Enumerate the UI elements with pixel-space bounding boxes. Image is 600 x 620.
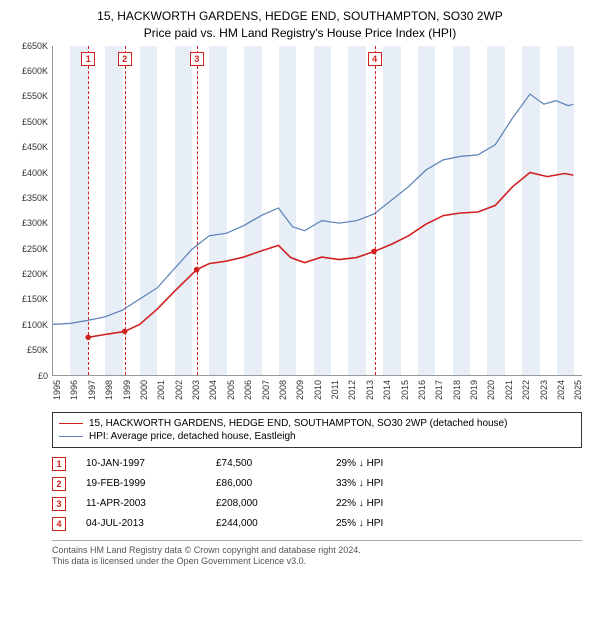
x-axis: 1995 1996 1997 1998 1999 2000 2001 2002 2003 2004… [52, 376, 582, 406]
x-tick-label: 2014 [382, 380, 392, 400]
transaction-point [194, 267, 200, 273]
transaction-delta: 29% ↓ HPI [336, 458, 582, 469]
transaction-delta: 33% ↓ HPI [336, 478, 582, 489]
legend-label: 15, HACKWORTH GARDENS, HEDGE END, SOUTHA… [89, 418, 507, 429]
y-tick-label: £600K [22, 66, 48, 76]
transaction-row: 3 11-APR-2003£208,00022% ↓ HPI [52, 494, 582, 514]
x-tick-label: 2011 [330, 380, 340, 399]
footer: Contains HM Land Registry data © Crown c… [52, 540, 582, 568]
y-tick-label: £550K [22, 91, 48, 101]
y-tick-label: £500K [22, 117, 48, 127]
transaction-point [371, 248, 377, 254]
transaction-date: 19-FEB-1999 [86, 478, 216, 489]
y-tick-label: £200K [22, 269, 48, 279]
x-tick-label: 2022 [521, 380, 531, 400]
transaction-marker: 2 [52, 477, 66, 491]
event-marker: 1 [81, 52, 95, 66]
x-tick-label: 1997 [87, 380, 97, 400]
x-tick-label: 2012 [347, 380, 357, 400]
chart-container: 15, HACKWORTH GARDENS, HEDGE END, SOUTHA… [0, 0, 600, 578]
y-tick-label: £400K [22, 168, 48, 178]
y-tick-label: £250K [22, 244, 48, 254]
title-line-2: Price paid vs. HM Land Registry's House … [10, 25, 590, 42]
event-marker: 3 [190, 52, 204, 66]
x-tick-label: 2019 [469, 380, 479, 400]
transaction-price: £208,000 [216, 498, 336, 509]
x-tick-label: 2003 [191, 380, 201, 400]
transaction-marker: 1 [52, 457, 66, 471]
title-block: 15, HACKWORTH GARDENS, HEDGE END, SOUTHA… [10, 8, 590, 42]
transactions-table: 1 10-JAN-1997£74,50029% ↓ HPI 2 19-FEB-1999… [52, 454, 582, 534]
y-tick-label: £650K [22, 41, 48, 51]
transaction-point [122, 328, 128, 334]
x-tick-label: 2018 [452, 380, 462, 400]
legend-item: HPI: Average price, detached house, East… [59, 430, 575, 443]
x-tick-label: 2015 [400, 380, 410, 400]
legend-swatch [59, 423, 83, 424]
x-tick-label: 2010 [313, 380, 323, 400]
x-tick-label: 2017 [434, 380, 444, 400]
title-line-1: 15, HACKWORTH GARDENS, HEDGE END, SOUTHA… [10, 8, 590, 25]
transaction-date: 11-APR-2003 [86, 498, 216, 509]
x-tick-label: 2021 [504, 380, 514, 400]
x-tick-label: 2005 [226, 380, 236, 400]
x-tick-label: 1999 [122, 380, 132, 400]
y-tick-label: £300K [22, 218, 48, 228]
x-tick-label: 2023 [539, 380, 549, 400]
transaction-date: 04-JUL-2013 [86, 518, 216, 529]
x-tick-label: 2000 [139, 380, 149, 400]
x-tick-label: 2016 [417, 380, 427, 400]
x-tick-label: 2009 [295, 380, 305, 400]
transaction-point [85, 334, 91, 340]
transaction-price: £86,000 [216, 478, 336, 489]
transaction-marker: 4 [52, 517, 66, 531]
series-property [88, 172, 573, 337]
transaction-delta: 22% ↓ HPI [336, 498, 582, 509]
legend: 15, HACKWORTH GARDENS, HEDGE END, SOUTHA… [52, 412, 582, 448]
event-marker: 4 [368, 52, 382, 66]
footer-line-2: This data is licensed under the Open Gov… [52, 556, 582, 568]
legend-swatch [59, 436, 83, 437]
y-tick-label: £150K [22, 294, 48, 304]
x-tick-label: 2004 [208, 380, 218, 400]
y-axis: £0£50K£100K£150K£200K£250K£300K£350K£400… [10, 46, 52, 376]
plot-svg [53, 46, 582, 375]
x-tick-label: 2002 [174, 380, 184, 400]
footer-line-1: Contains HM Land Registry data © Crown c… [52, 545, 582, 557]
x-tick-label: 1998 [104, 380, 114, 400]
transaction-date: 10-JAN-1997 [86, 458, 216, 469]
x-tick-label: 2007 [261, 380, 271, 400]
transaction-price: £244,000 [216, 518, 336, 529]
x-tick-label: 1996 [69, 380, 79, 400]
transaction-row: 4 04-JUL-2013£244,00025% ↓ HPI [52, 514, 582, 534]
x-tick-label: 2020 [486, 380, 496, 400]
y-tick-label: £450K [22, 142, 48, 152]
x-tick-label: 2006 [243, 380, 253, 400]
series-hpi [53, 94, 573, 324]
x-tick-label: 2025 [573, 380, 583, 400]
x-tick-label: 2008 [278, 380, 288, 400]
legend-item: 15, HACKWORTH GARDENS, HEDGE END, SOUTHA… [59, 417, 575, 430]
x-tick-label: 2013 [365, 380, 375, 400]
transaction-price: £74,500 [216, 458, 336, 469]
y-tick-label: £350K [22, 193, 48, 203]
transaction-delta: 25% ↓ HPI [336, 518, 582, 529]
legend-label: HPI: Average price, detached house, East… [89, 431, 296, 442]
x-tick-label: 1995 [52, 380, 62, 400]
event-marker: 2 [118, 52, 132, 66]
transaction-row: 2 19-FEB-1999£86,00033% ↓ HPI [52, 474, 582, 494]
y-tick-label: £0 [38, 371, 48, 381]
transaction-row: 1 10-JAN-1997£74,50029% ↓ HPI [52, 454, 582, 474]
x-tick-label: 2024 [556, 380, 566, 400]
y-tick-label: £100K [22, 320, 48, 330]
plot-area: 1 2 3 4 [52, 46, 582, 376]
x-tick-label: 2001 [156, 380, 166, 400]
y-tick-label: £50K [27, 345, 48, 355]
chart: £0 £50K £100K £150K £200K £250K £300K £350K £400… [10, 46, 590, 406]
transaction-marker: 3 [52, 497, 66, 511]
